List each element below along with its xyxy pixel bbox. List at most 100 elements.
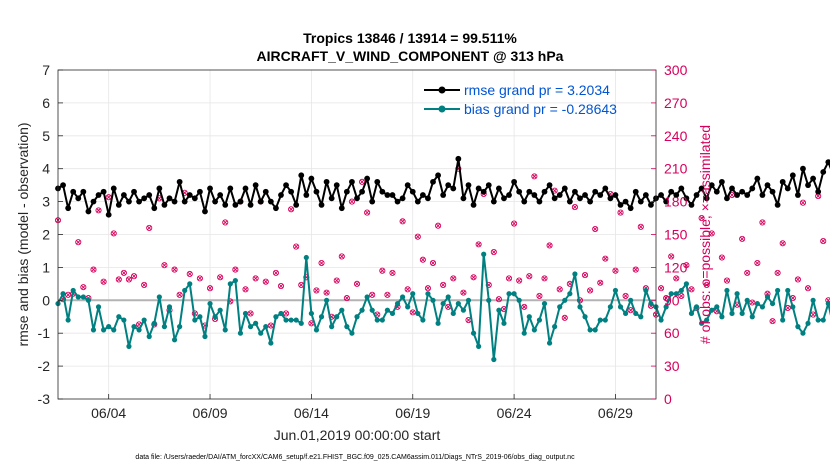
- rmse-point: [207, 185, 213, 192]
- bias-point: [455, 300, 461, 307]
- obs-possible-marker: [419, 256, 426, 263]
- obs-assimilated-marker: [724, 278, 730, 283]
- obs-assimilated-marker: [597, 280, 603, 286]
- rmse-point: [769, 188, 776, 195]
- bias-point: [577, 304, 583, 310]
- rmse-point: [582, 192, 588, 198]
- bias-point: [339, 307, 345, 313]
- obs-assimilated-marker: [628, 307, 633, 313]
- obs-assimilated-marker: [364, 210, 370, 215]
- obs-assimilated-marker: [81, 284, 86, 290]
- obs-assimilated-marker: [380, 268, 385, 274]
- bias-point: [582, 314, 588, 320]
- obs-assimilated-marker: [618, 210, 623, 215]
- x-tick-label: 06/29: [598, 405, 633, 421]
- bias-point: [825, 300, 830, 307]
- obs-possible-marker: [673, 275, 680, 282]
- bias-point: [60, 291, 66, 297]
- obs-assimilated-marker: [146, 225, 152, 231]
- rmse-point: [90, 198, 97, 205]
- obs-possible-marker: [739, 235, 746, 242]
- rmse-point: [627, 205, 634, 212]
- y-tick-label-right: 240: [664, 128, 688, 144]
- rmse-point: [414, 198, 421, 205]
- bias-point: [511, 291, 517, 297]
- obs-possible-marker: [505, 275, 513, 282]
- obs-possible-marker: [125, 276, 132, 283]
- bias-point: [775, 287, 781, 294]
- rmse-point: [110, 185, 117, 192]
- obs-possible-marker: [526, 273, 533, 280]
- obs-assimilated-marker: [324, 290, 329, 295]
- bias-point: [308, 310, 314, 317]
- rmse-point: [764, 182, 771, 189]
- rmse-point: [708, 182, 715, 189]
- obs-assimilated-marker: [749, 300, 755, 305]
- obs-possible-marker: [100, 278, 107, 285]
- bias-point: [617, 304, 624, 310]
- rmse-point: [120, 192, 127, 198]
- obs-possible-marker: [541, 275, 548, 282]
- obs-possible-marker: [115, 276, 122, 283]
- obs-possible-marker: [348, 198, 355, 205]
- obs-possible-marker: [222, 219, 229, 226]
- rmse-point: [688, 201, 695, 208]
- obs-assimilated-marker: [663, 295, 669, 301]
- obs-possible-marker: [313, 287, 320, 294]
- obs-assimilated-marker: [273, 270, 279, 276]
- obs-assimilated-marker: [734, 302, 740, 308]
- bias-point: [744, 297, 750, 303]
- bias-point: [95, 304, 102, 310]
- bias-point: [719, 314, 725, 320]
- obs-assimilated-marker: [253, 276, 258, 281]
- bias-point: [526, 314, 532, 320]
- obs-assimilated-marker: [557, 287, 563, 292]
- bias-series: [55, 251, 830, 363]
- bias-point: [202, 333, 208, 340]
- y-tick-label-left: 0: [42, 292, 50, 308]
- bias-point: [156, 294, 162, 300]
- rmse-point: [734, 192, 740, 198]
- obs-assimilated-marker: [101, 279, 106, 284]
- bias-point: [501, 320, 507, 326]
- rmse-point: [794, 192, 801, 198]
- y-tick-label-right: 210: [664, 161, 688, 177]
- obs-possible-marker: [343, 295, 350, 302]
- rmse-point: [668, 188, 675, 195]
- obs-assimilated-marker: [217, 274, 223, 280]
- rmse-point: [146, 192, 153, 198]
- rmse-point: [511, 178, 518, 185]
- obs-possible-marker: [217, 274, 224, 281]
- obs-assimilated-marker: [354, 281, 360, 287]
- obs-possible-marker: [75, 239, 82, 246]
- bias-point: [171, 337, 178, 343]
- bias-point: [724, 287, 730, 294]
- obs-assimilated-marker: [526, 273, 532, 279]
- rmse-point: [693, 192, 700, 198]
- obs-possible-marker: [718, 254, 725, 261]
- bias-point: [729, 310, 735, 317]
- obs-assimilated-marker: [65, 292, 71, 298]
- obs-possible-marker: [769, 318, 776, 325]
- obs-possible-marker: [293, 243, 300, 250]
- obs-possible-marker: [754, 259, 761, 267]
- legend-rmse-marker: [438, 86, 446, 94]
- obs-possible-marker: [531, 173, 538, 180]
- obs-assimilated-marker: [684, 262, 689, 268]
- rmse-point: [399, 195, 406, 202]
- bias-point: [709, 307, 715, 313]
- y-tick-label-left: 6: [42, 95, 50, 111]
- obs-assimilated-marker: [699, 215, 704, 221]
- obs-assimilated-marker: [334, 278, 340, 283]
- rmse-point: [318, 201, 325, 208]
- obs-assimilated-marker: [349, 199, 355, 204]
- obs-possible-marker: [90, 266, 97, 273]
- obs-assimilated-marker: [709, 231, 715, 236]
- obs-assimilated-marker: [516, 278, 522, 283]
- obs-possible-marker: [272, 269, 279, 276]
- rmse-point: [703, 195, 710, 202]
- obs-possible-marker: [470, 274, 477, 281]
- rmse-point: [617, 201, 624, 208]
- obs-assimilated-marker: [511, 221, 517, 226]
- y-tick-label-left: -1: [38, 325, 51, 341]
